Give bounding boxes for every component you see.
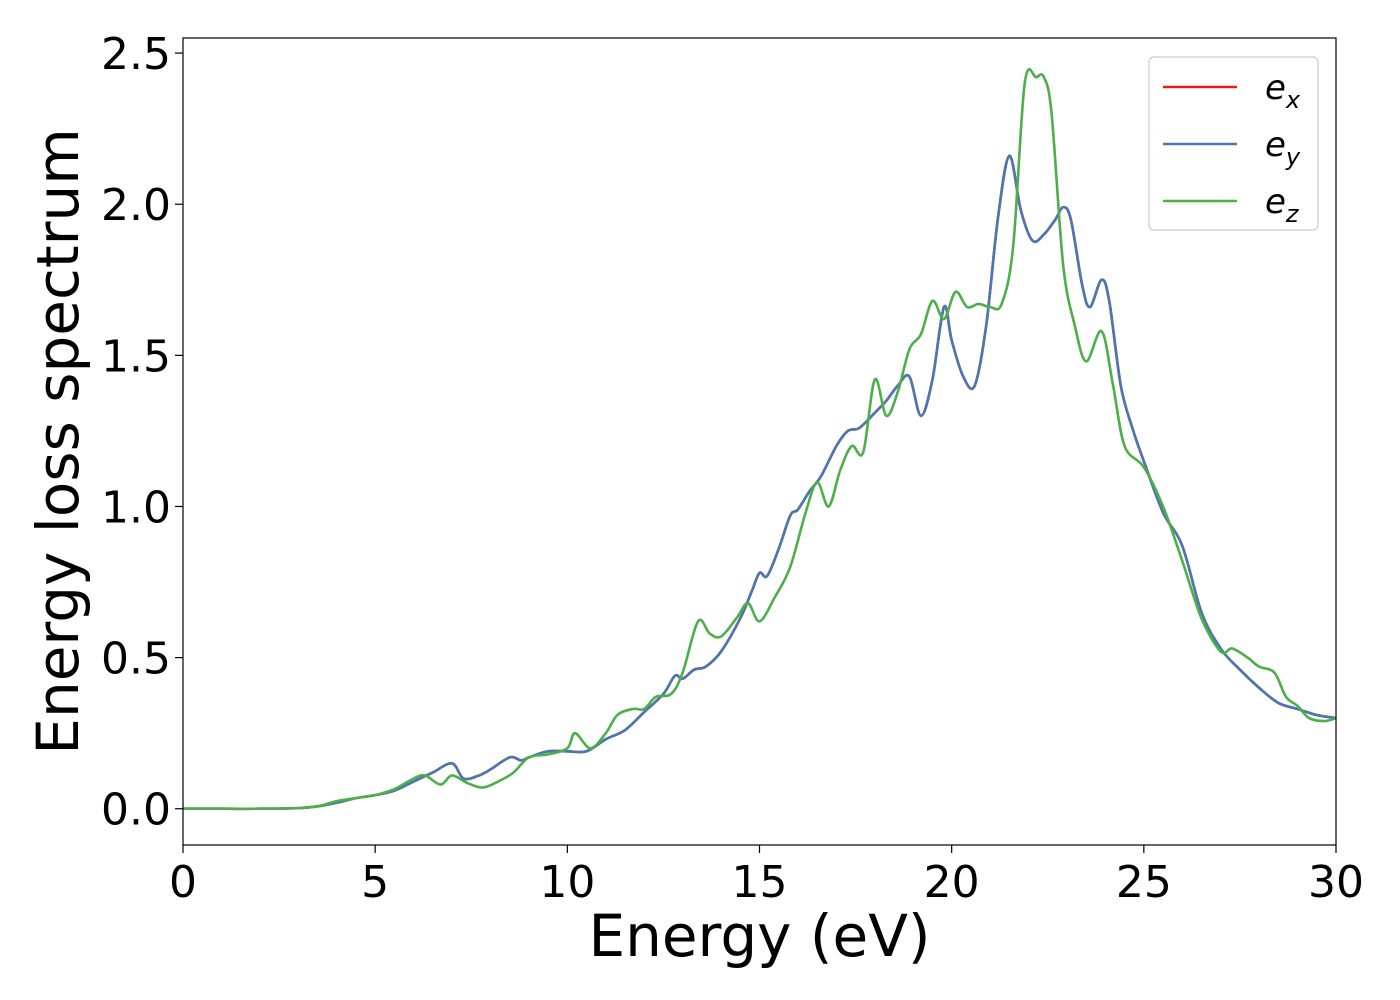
series-line-e-z <box>183 67 1336 811</box>
x-tick-label: 20 <box>924 857 980 908</box>
legend-label: ex <box>1265 68 1301 114</box>
x-tick-label: 25 <box>1116 857 1172 908</box>
series-lines <box>183 67 1336 811</box>
x-tick-label: 30 <box>1308 857 1364 908</box>
y-tick-label: 2.5 <box>101 29 171 80</box>
x-axis-ticks: 0 5 10 15 20 25 30 <box>169 845 1364 908</box>
series-line-e-y <box>183 154 1336 811</box>
legend-label: ez <box>1265 182 1300 228</box>
x-tick-label: 10 <box>539 857 595 908</box>
legend: ex ey ez <box>1148 56 1319 231</box>
y-tick-label: 0.0 <box>101 785 171 836</box>
x-tick-label: 0 <box>169 857 197 908</box>
legend-label: ey <box>1265 125 1301 171</box>
x-tick-label: 5 <box>361 857 389 908</box>
y-axis-ticks: 0.0 0.5 1.0 1.5 2.0 2.5 <box>101 29 183 836</box>
x-axis-label: Energy (eV) <box>588 902 930 970</box>
x-tick-label: 15 <box>732 857 788 908</box>
y-tick-label: 2.0 <box>101 180 171 231</box>
y-tick-label: 1.0 <box>101 482 171 533</box>
y-tick-label: 0.5 <box>101 634 171 685</box>
y-tick-label: 1.5 <box>101 331 171 382</box>
y-axis-label: Energy loss spectrum <box>24 128 92 754</box>
